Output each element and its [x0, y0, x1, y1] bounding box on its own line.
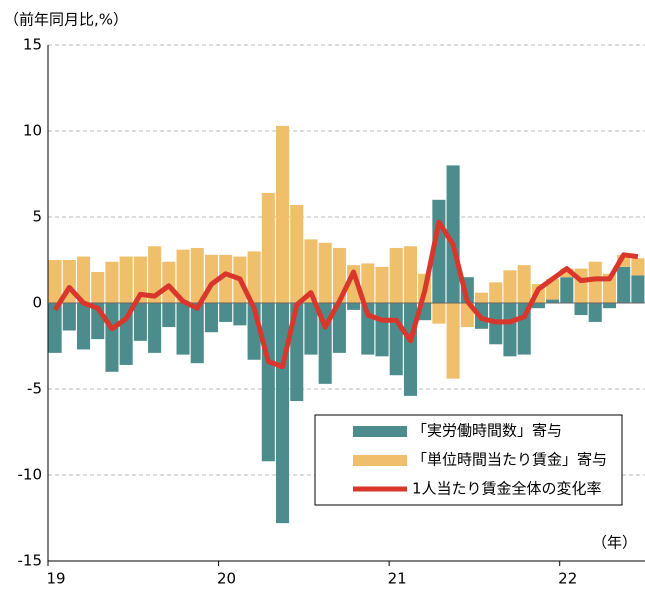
bar [176, 249, 190, 303]
bar [261, 192, 275, 303]
bar [247, 251, 261, 303]
bar [48, 303, 62, 353]
bar [290, 204, 304, 303]
bar [560, 268, 574, 278]
bar [517, 265, 531, 303]
bar [446, 303, 460, 379]
bar [588, 261, 602, 303]
bar [219, 254, 233, 303]
bar [304, 239, 318, 303]
x-tick-label: 20 [217, 570, 236, 588]
bar [602, 303, 617, 309]
y-tick-label: 10 [23, 122, 42, 140]
line [52, 219, 639, 370]
legend-label: 1人当たり賃金全体の変化率 [412, 480, 602, 498]
bar [347, 303, 361, 310]
bar [318, 242, 332, 303]
bar [105, 303, 119, 372]
y-tick-label: 5 [32, 208, 42, 226]
bar [76, 256, 91, 303]
bar [261, 303, 275, 462]
legend-label: 「単位時間当たり賃金」寄与 [412, 451, 607, 469]
y-tick-label: 0 [32, 294, 42, 312]
bar [631, 275, 645, 303]
y-axis-label: （前年同月比,%） [4, 11, 128, 29]
bar [503, 303, 517, 357]
legend-swatch [353, 426, 407, 437]
bar [76, 303, 91, 350]
bar [105, 261, 119, 303]
bar [304, 303, 318, 355]
bar [62, 303, 76, 331]
bar [574, 303, 588, 316]
bar [389, 303, 403, 376]
bar [119, 256, 133, 303]
x-tick-label: 19 [46, 570, 65, 588]
bar [91, 272, 105, 303]
bar [560, 277, 574, 303]
bar [503, 270, 517, 303]
bar [133, 303, 147, 341]
y-tick-label: -5 [27, 380, 42, 398]
bar [162, 303, 176, 328]
bar [219, 303, 233, 322]
bar [176, 303, 190, 355]
bar [617, 266, 631, 303]
bar [275, 125, 290, 303]
x-tick-label: 22 [558, 570, 577, 588]
bar [190, 247, 204, 303]
bar [474, 292, 489, 303]
bar [446, 165, 460, 303]
bar [375, 303, 389, 357]
bar [332, 303, 346, 353]
y-tick-label: -10 [18, 466, 43, 484]
bar [148, 303, 162, 353]
legend-swatch [353, 455, 407, 466]
x-tick-label: 21 [388, 570, 407, 588]
y-tick-label: 15 [23, 36, 42, 54]
bar [432, 303, 446, 324]
bar [489, 282, 503, 303]
bar [546, 299, 560, 303]
bar [361, 263, 375, 303]
bar [190, 303, 204, 364]
legend-label: 「実労働時間数」寄与 [412, 422, 562, 440]
bar [233, 303, 247, 326]
y-tick-label: -15 [18, 552, 43, 570]
bar [531, 303, 545, 309]
bar [375, 266, 389, 303]
bar [631, 258, 645, 276]
bar [148, 246, 162, 303]
bar [162, 261, 176, 303]
bar [48, 260, 62, 303]
bar [403, 246, 418, 303]
bar [133, 256, 147, 303]
bar [204, 303, 219, 333]
bar [588, 303, 602, 322]
x-axis-label: （年） [592, 534, 637, 552]
bar [389, 247, 403, 303]
